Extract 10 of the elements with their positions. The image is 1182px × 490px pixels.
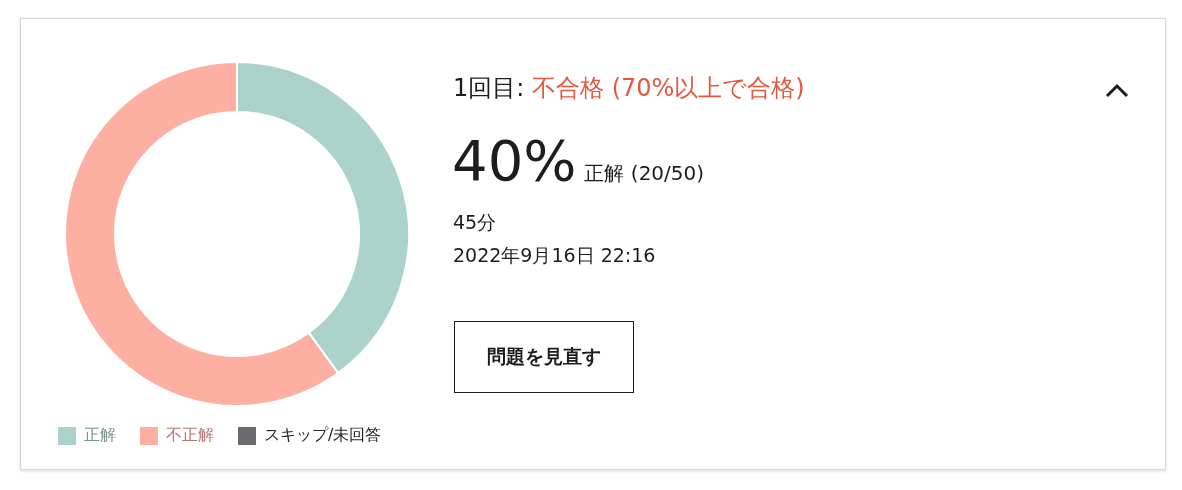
legend-label: スキップ/未回答 <box>264 425 382 446</box>
text: 問題を見直す <box>454 321 634 393</box>
legend-label: 不正解 <box>166 425 214 446</box>
text: 2022年9月16日 22:16 <box>453 243 656 268</box>
text: 1回目: <box>453 74 525 102</box>
legend-label: 正解 <box>84 425 116 446</box>
text: 45分 <box>453 210 497 235</box>
text: 正解 (20/50) <box>584 160 705 187</box>
text: 不合格 (70%以上で合格) <box>532 74 805 102</box>
text: 40% <box>452 128 577 193</box>
